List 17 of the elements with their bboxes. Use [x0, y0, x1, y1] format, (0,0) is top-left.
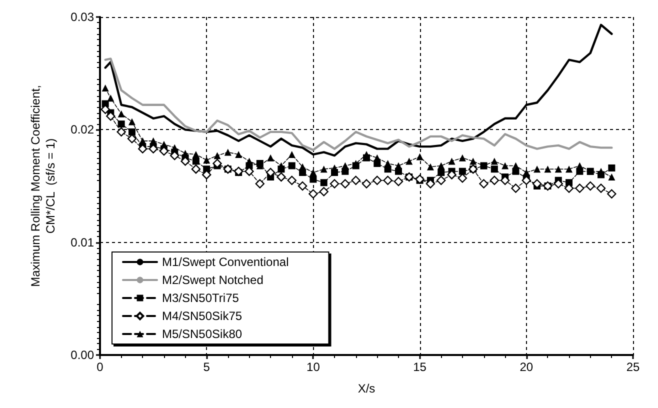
x-axis-title: X/s — [358, 382, 376, 396]
x-tick-label: 20 — [520, 360, 534, 374]
legend-label: M5/SN50Sik80 — [162, 327, 242, 341]
x-tick-label: 0 — [96, 360, 104, 374]
y-axis-title: Maximum Rolling Moment Coefficient, CM*/CL (sf/s = 1) — [28, 85, 58, 287]
x-tick-label: 25 — [626, 360, 640, 374]
y-tick-label: 0.01 — [70, 235, 94, 250]
x-tick-label: 5 — [203, 360, 210, 374]
legend-label: M4/SN50Sik75 — [162, 309, 242, 323]
x-tick-label: 15 — [413, 360, 427, 374]
y-tick-label: 0.00 — [70, 348, 94, 362]
x-tick-label: 10 — [306, 360, 320, 374]
y-tick-label: 0.02 — [70, 122, 94, 137]
y-tick-label: 0.03 — [70, 10, 94, 24]
legend-label: M1/Swept Conventional — [162, 255, 289, 269]
legend-label: M3/SN50Tri75 — [162, 291, 240, 305]
legend-label: M2/Swept Notched — [162, 273, 264, 287]
